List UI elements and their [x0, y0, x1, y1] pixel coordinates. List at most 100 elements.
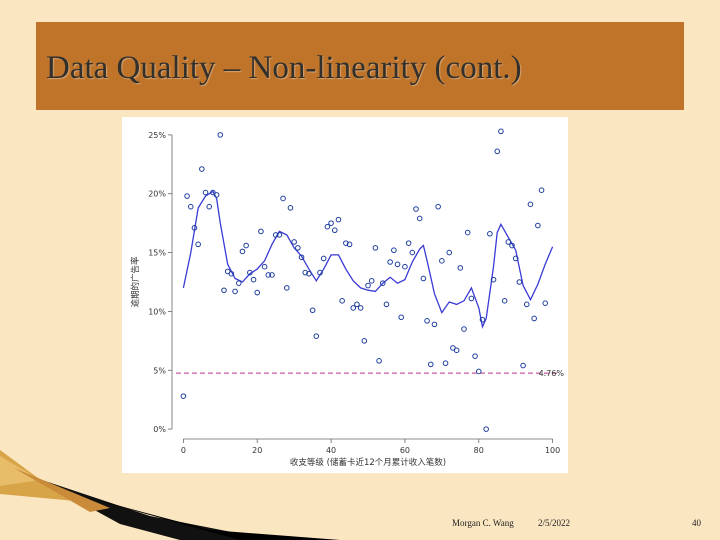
data-point — [361, 338, 368, 344]
reference-line-label: 4.76% — [539, 369, 565, 378]
data-point — [402, 263, 408, 270]
data-point — [280, 195, 286, 202]
data-point — [247, 269, 253, 276]
data-point — [535, 222, 541, 229]
data-point — [409, 249, 416, 256]
data-point — [180, 393, 187, 399]
data-point — [427, 361, 434, 368]
data-point — [442, 360, 449, 367]
footer-page-number: 40 — [692, 518, 701, 528]
data-point — [184, 193, 190, 199]
x-tick-label: 100 — [545, 446, 560, 455]
data-point — [357, 305, 364, 311]
data-point — [376, 358, 382, 364]
footer-date: 2/5/2022 — [538, 518, 571, 528]
data-point — [383, 301, 390, 308]
x-axis-label: 收支等级 (储蓄卡近12个月累计收入笔数) — [290, 457, 446, 468]
data-point — [483, 426, 489, 432]
data-point — [258, 228, 264, 235]
data-point — [527, 201, 534, 208]
x-tick-label: 60 — [400, 446, 410, 455]
data-point — [295, 245, 301, 251]
footer-author: Morgan C. Wang — [452, 518, 514, 528]
data-point — [191, 225, 198, 231]
data-point — [228, 270, 235, 277]
data-point — [461, 326, 467, 332]
data-point — [398, 314, 405, 321]
scatter-chart: 0 20 40 60 80 100 0% 5% 10% 15% 20% 25% 收支等级 (储蓄卡近12… — [130, 128, 565, 468]
data-point — [494, 148, 501, 155]
x-tick-label: 40 — [326, 446, 336, 455]
data-point — [365, 282, 371, 289]
data-point — [472, 353, 478, 359]
data-point — [213, 192, 220, 198]
y-tick-label: 25% — [148, 131, 166, 140]
x-tick-label: 20 — [252, 446, 262, 455]
data-point — [413, 206, 419, 212]
y-tick-label: 15% — [148, 249, 166, 258]
data-point — [379, 280, 386, 286]
y-tick-label: 20% — [148, 190, 166, 199]
data-point — [538, 187, 545, 193]
data-point — [313, 333, 320, 339]
data-point — [446, 249, 453, 256]
data-point — [309, 307, 316, 314]
data-point — [232, 288, 238, 295]
y-tick-label: 5% — [153, 366, 166, 375]
title-bar: Data Quality – Non-linearity (cont.) — [36, 22, 684, 110]
data-point — [206, 203, 213, 210]
data-point — [239, 248, 246, 255]
data-point — [387, 259, 393, 265]
data-point — [272, 232, 279, 238]
data-point — [416, 215, 423, 222]
data-point — [317, 269, 323, 276]
data-point — [391, 247, 397, 254]
data-point — [328, 220, 334, 226]
data-point — [354, 301, 360, 308]
data-point — [202, 189, 209, 196]
footer-decoration — [0, 450, 340, 540]
data-point — [372, 245, 379, 251]
data-point — [291, 239, 297, 245]
data-point — [331, 227, 338, 234]
data-point — [509, 242, 515, 249]
data-point — [320, 255, 327, 262]
data-point — [542, 300, 549, 306]
data-point — [498, 128, 504, 135]
data-point — [324, 223, 331, 230]
data-point — [453, 347, 460, 354]
data-point — [464, 229, 471, 236]
data-point — [368, 278, 375, 284]
data-point — [187, 203, 194, 210]
data-point — [531, 315, 537, 322]
data-point — [287, 205, 294, 211]
data-point — [302, 269, 309, 276]
data-point — [505, 239, 512, 245]
data-point — [394, 261, 401, 268]
data-point — [221, 287, 227, 294]
data-point — [199, 166, 205, 172]
x-tick-label: 0 — [181, 446, 186, 455]
data-point — [269, 272, 275, 278]
data-point — [195, 241, 201, 248]
data-point — [424, 318, 430, 324]
x-tick-label: 80 — [474, 446, 484, 455]
data-point — [243, 242, 249, 249]
data-point — [306, 270, 312, 277]
data-point — [335, 216, 342, 223]
chart-panel: 0 20 40 60 80 100 0% 5% 10% 15% 20% 25% 收支等级 (储蓄卡近12… — [122, 117, 568, 473]
data-point — [350, 305, 357, 311]
data-point — [343, 240, 349, 246]
data-point — [235, 280, 242, 286]
data-point — [516, 279, 523, 285]
data-point — [457, 265, 464, 271]
data-point — [512, 255, 519, 262]
y-tick-label: 10% — [148, 307, 166, 316]
y-axis-label: 逾期的广告率 — [130, 256, 141, 308]
data-point — [298, 254, 305, 261]
data-point — [468, 295, 475, 302]
data-point — [250, 276, 257, 283]
data-point — [261, 263, 268, 270]
data-point — [283, 285, 290, 291]
data-point — [346, 241, 353, 248]
